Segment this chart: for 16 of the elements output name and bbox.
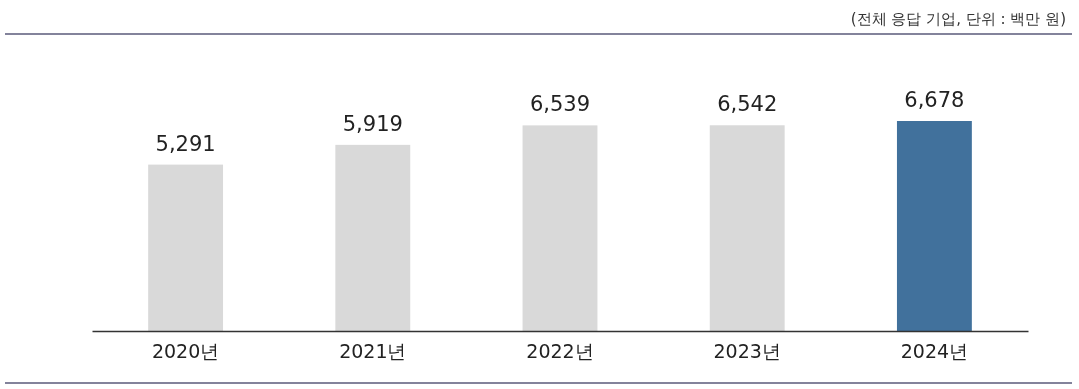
bar: [148, 164, 224, 331]
bar: [522, 125, 598, 331]
x-tick-label: 2021년: [339, 340, 407, 363]
x-tick-label: 2023년: [713, 340, 781, 363]
x-tick-label: 2020년: [151, 340, 220, 363]
text: (전체 응답 기업, 단위 : 백만 원): [850, 10, 1066, 28]
data-label: 6,539: [529, 92, 591, 117]
x-tick-label: 2024년: [900, 340, 969, 363]
data-label: 6,678: [904, 88, 965, 112]
bar: [896, 121, 972, 331]
bar: [709, 125, 785, 331]
data-label: 5,291: [155, 131, 216, 156]
x-tick-label: 2022년: [526, 340, 594, 363]
data-label: 6,542: [717, 92, 778, 117]
data-label: 5,919: [342, 111, 403, 136]
bar: [335, 144, 411, 331]
